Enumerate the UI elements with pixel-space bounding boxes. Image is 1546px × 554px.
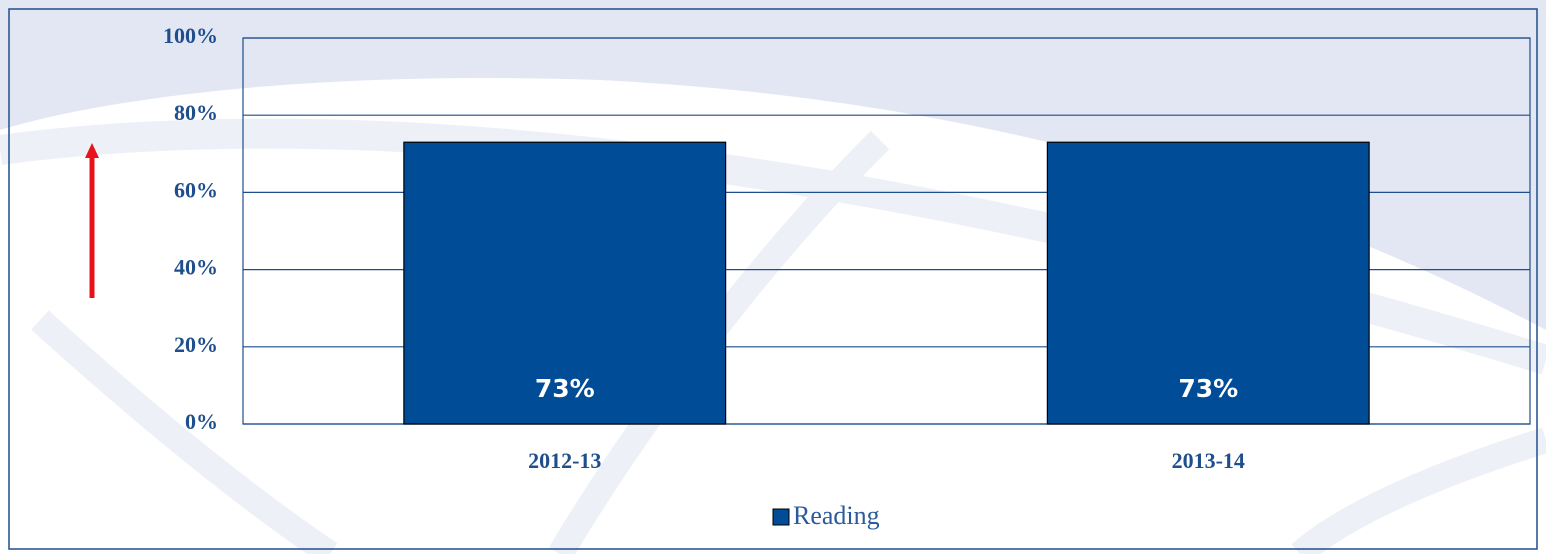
frame [8, 8, 1538, 550]
x-tick-label: 2012-13 [528, 448, 601, 473]
value-label: 73% [1178, 374, 1238, 403]
bar [1046, 141, 1370, 425]
value-label: 73% [535, 374, 595, 403]
x-tick-label: 2013-14 [1172, 448, 1245, 473]
y-tick-label: 80% [174, 100, 218, 125]
y-tick-label: 40% [174, 255, 218, 280]
arrow-head [85, 143, 99, 158]
legend-swatch [772, 508, 790, 526]
swoosh [1291, 427, 1546, 554]
swoosh [0, 0, 1546, 330]
legend-label: Reading [793, 501, 880, 530]
y-tick-label: 60% [174, 177, 218, 202]
swoosh [31, 310, 338, 554]
y-tick-label: 20% [174, 332, 218, 357]
y-tick-label: 100% [163, 23, 218, 48]
bar [403, 141, 727, 425]
y-tick-label: 0% [185, 409, 218, 434]
